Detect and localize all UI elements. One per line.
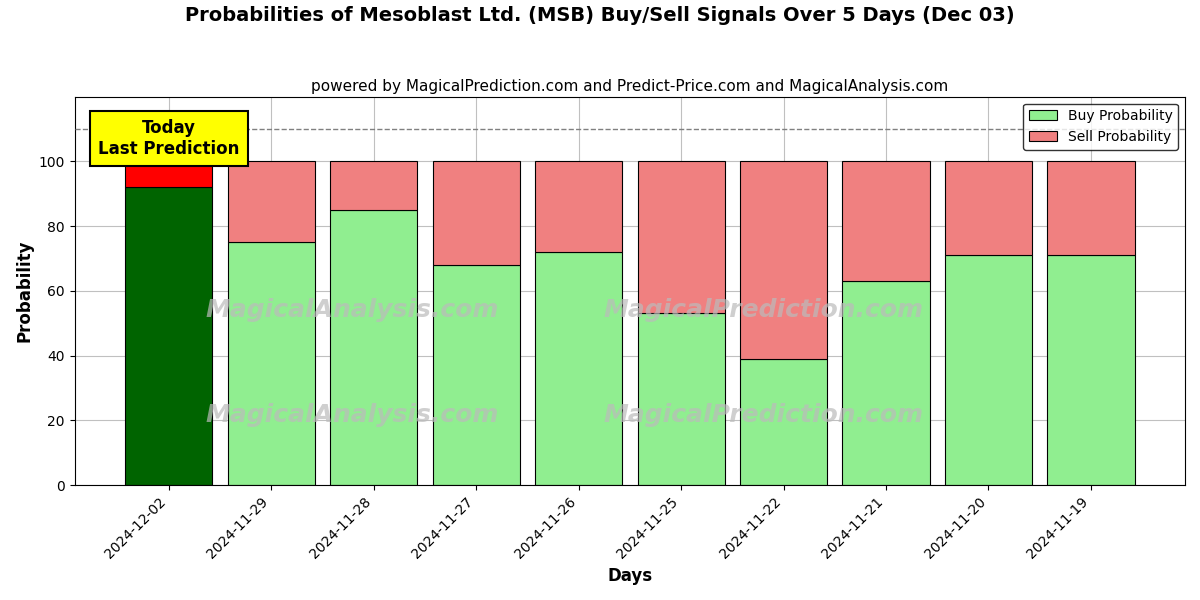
- Bar: [432, 161, 520, 265]
- Bar: [1048, 161, 1134, 255]
- Text: MagicalAnalysis.com: MagicalAnalysis.com: [205, 403, 499, 427]
- Bar: [535, 161, 622, 252]
- Bar: [1048, 255, 1134, 485]
- Bar: [125, 161, 212, 187]
- Bar: [535, 252, 622, 485]
- Bar: [330, 210, 418, 485]
- Bar: [432, 265, 520, 485]
- Bar: [228, 242, 314, 485]
- Y-axis label: Probability: Probability: [16, 239, 34, 342]
- Bar: [637, 161, 725, 313]
- Text: MagicalPrediction.com: MagicalPrediction.com: [604, 403, 923, 427]
- Bar: [842, 281, 930, 485]
- X-axis label: Days: Days: [607, 567, 653, 585]
- Text: Today
Last Prediction: Today Last Prediction: [98, 119, 239, 158]
- Text: MagicalAnalysis.com: MagicalAnalysis.com: [205, 298, 499, 322]
- Text: Probabilities of Mesoblast Ltd. (MSB) Buy/Sell Signals Over 5 Days (Dec 03): Probabilities of Mesoblast Ltd. (MSB) Bu…: [185, 6, 1015, 25]
- Bar: [944, 161, 1032, 255]
- Bar: [944, 255, 1032, 485]
- Bar: [740, 359, 827, 485]
- Bar: [330, 161, 418, 210]
- Text: MagicalPrediction.com: MagicalPrediction.com: [604, 298, 923, 322]
- Bar: [228, 161, 314, 242]
- Bar: [637, 313, 725, 485]
- Bar: [842, 161, 930, 281]
- Bar: [740, 161, 827, 359]
- Title: powered by MagicalPrediction.com and Predict-Price.com and MagicalAnalysis.com: powered by MagicalPrediction.com and Pre…: [311, 79, 948, 94]
- Legend: Buy Probability, Sell Probability: Buy Probability, Sell Probability: [1024, 104, 1178, 149]
- Bar: [125, 187, 212, 485]
